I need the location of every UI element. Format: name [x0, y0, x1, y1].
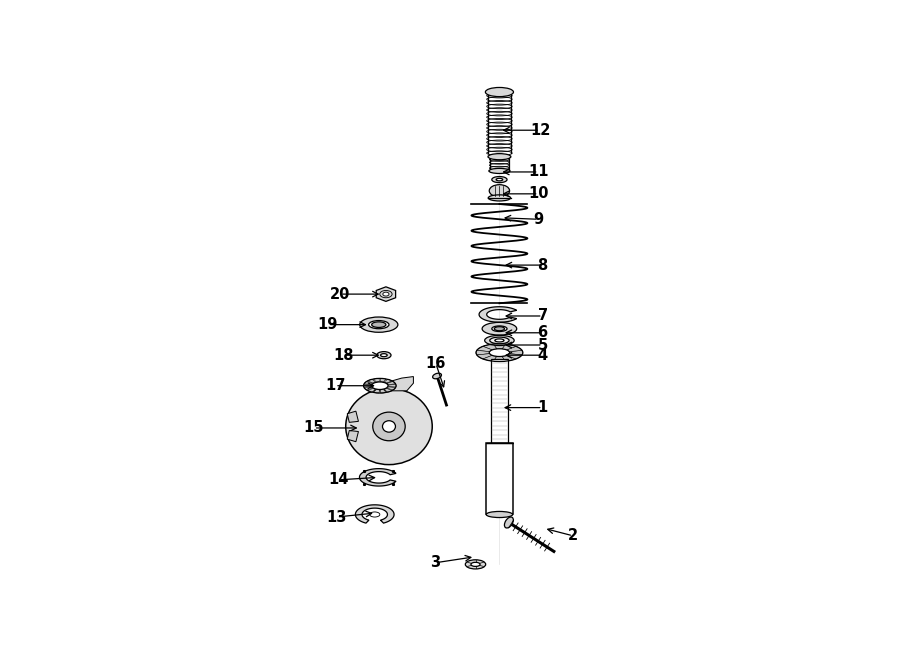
Polygon shape [364, 381, 373, 385]
Text: 15: 15 [303, 420, 324, 436]
Ellipse shape [382, 420, 395, 432]
Ellipse shape [491, 326, 507, 332]
Polygon shape [380, 389, 386, 393]
Ellipse shape [381, 354, 387, 357]
Polygon shape [502, 356, 516, 361]
Polygon shape [356, 505, 394, 523]
Polygon shape [380, 378, 386, 382]
Text: 13: 13 [327, 510, 346, 525]
Polygon shape [491, 360, 508, 444]
Ellipse shape [369, 321, 389, 329]
Ellipse shape [372, 322, 386, 327]
Polygon shape [384, 389, 392, 392]
Bar [488, 92, 511, 153]
Ellipse shape [360, 317, 398, 332]
Text: 5: 5 [537, 338, 548, 352]
Ellipse shape [490, 349, 509, 356]
Ellipse shape [377, 352, 391, 359]
Polygon shape [364, 387, 373, 390]
Polygon shape [379, 377, 413, 391]
Text: 3: 3 [429, 555, 440, 570]
Text: 11: 11 [528, 165, 549, 179]
Polygon shape [367, 389, 375, 392]
Polygon shape [347, 411, 358, 422]
Text: 20: 20 [330, 287, 350, 301]
Polygon shape [507, 346, 522, 352]
Polygon shape [476, 350, 490, 355]
Ellipse shape [433, 373, 442, 379]
Ellipse shape [382, 292, 389, 296]
Text: 17: 17 [325, 378, 346, 393]
Polygon shape [374, 378, 380, 382]
Ellipse shape [491, 176, 507, 182]
Ellipse shape [494, 327, 505, 330]
Text: 6: 6 [537, 325, 548, 340]
Polygon shape [347, 430, 358, 442]
Ellipse shape [496, 178, 503, 181]
Polygon shape [477, 346, 492, 352]
Polygon shape [384, 379, 392, 383]
Polygon shape [502, 344, 516, 350]
Text: 7: 7 [537, 309, 548, 323]
Text: 14: 14 [328, 473, 348, 487]
Text: 12: 12 [530, 123, 550, 137]
Text: 8: 8 [537, 258, 548, 272]
Ellipse shape [488, 195, 510, 201]
Polygon shape [483, 344, 497, 350]
Ellipse shape [504, 517, 513, 528]
Text: 1: 1 [537, 400, 548, 415]
Polygon shape [493, 356, 506, 362]
Polygon shape [374, 389, 380, 393]
Text: 4: 4 [537, 348, 548, 363]
Polygon shape [479, 307, 517, 322]
Polygon shape [387, 381, 395, 385]
Polygon shape [367, 379, 375, 383]
Ellipse shape [488, 153, 511, 160]
Polygon shape [483, 356, 497, 361]
Polygon shape [387, 387, 395, 390]
Polygon shape [359, 469, 396, 486]
Ellipse shape [495, 339, 504, 342]
Text: 18: 18 [333, 348, 354, 363]
Polygon shape [493, 344, 506, 349]
Ellipse shape [490, 337, 509, 344]
Text: 9: 9 [534, 212, 544, 227]
Ellipse shape [489, 169, 510, 173]
Ellipse shape [471, 563, 480, 566]
Ellipse shape [465, 560, 486, 569]
Polygon shape [389, 385, 396, 387]
Text: 19: 19 [318, 317, 338, 332]
Polygon shape [376, 287, 396, 301]
Ellipse shape [372, 382, 388, 389]
Ellipse shape [485, 87, 514, 97]
Ellipse shape [482, 323, 517, 335]
Ellipse shape [373, 412, 405, 441]
Ellipse shape [485, 335, 514, 346]
Polygon shape [477, 354, 492, 359]
Ellipse shape [486, 512, 513, 518]
Polygon shape [486, 444, 513, 514]
Polygon shape [509, 350, 523, 355]
Text: 2: 2 [568, 528, 579, 543]
Ellipse shape [370, 512, 380, 517]
Ellipse shape [490, 184, 509, 197]
Text: 16: 16 [426, 356, 446, 371]
Text: 10: 10 [528, 186, 549, 202]
Bar [491, 157, 508, 171]
Polygon shape [507, 354, 522, 359]
Ellipse shape [346, 388, 432, 465]
Polygon shape [364, 385, 371, 387]
